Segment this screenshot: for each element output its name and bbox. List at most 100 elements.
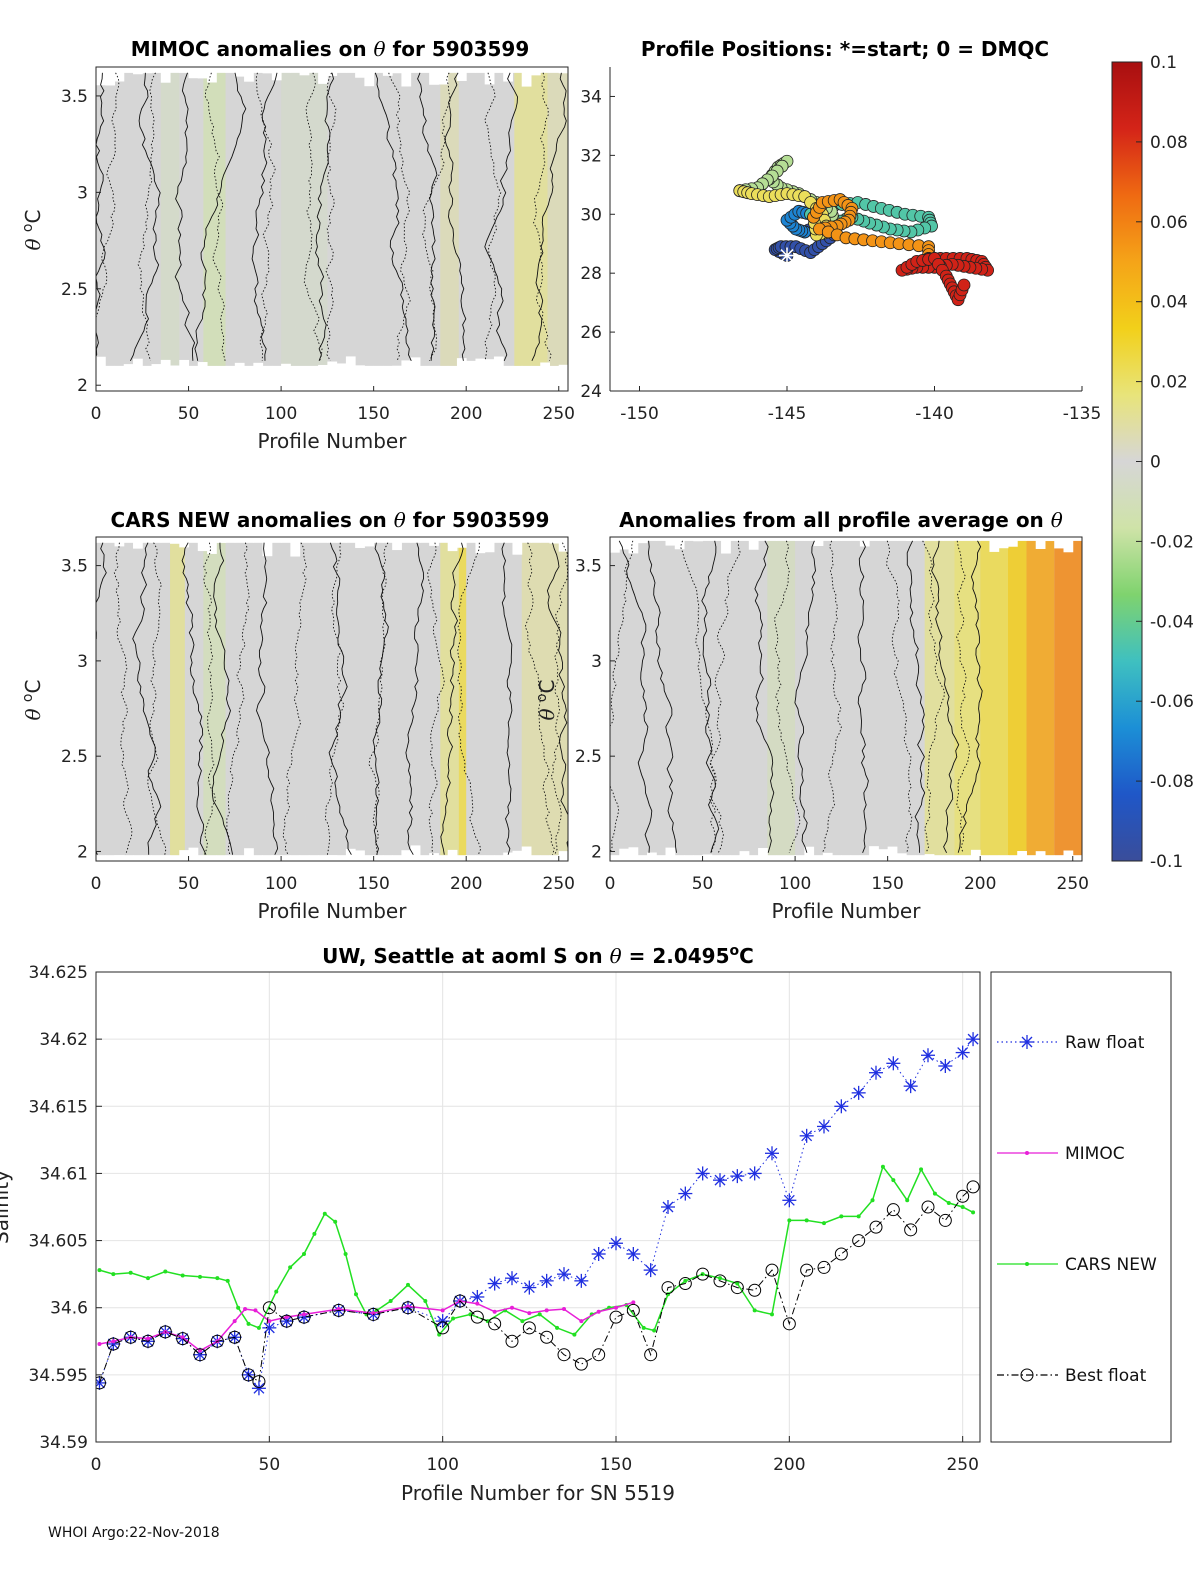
heatmap-contour	[422, 72, 451, 362]
heatmap-edge	[1035, 537, 1046, 549]
y-tick-label: 3.5	[61, 87, 88, 107]
heatmap-edge	[656, 855, 667, 861]
series-marker	[505, 1334, 519, 1348]
series-marker	[475, 1301, 480, 1306]
allprof-xlabel: Profile Number	[772, 899, 922, 923]
heatmap-edge	[327, 361, 338, 391]
y-tick-label: 34.625	[29, 963, 88, 983]
heatmap-edge	[419, 855, 430, 861]
series-marker	[505, 1271, 519, 1286]
x-tick-label: 0	[91, 874, 102, 894]
heatmap-edge	[373, 855, 384, 861]
series-marker	[180, 1273, 185, 1278]
series-marker	[652, 1328, 657, 1333]
heatmap-edge	[290, 855, 301, 861]
heatmap-edge	[456, 358, 467, 391]
series-marker-stroke	[749, 1167, 761, 1179]
series-marker	[609, 1310, 623, 1324]
heatmap-edge	[493, 67, 504, 73]
x-tick-label: 150	[600, 1455, 632, 1475]
heatmap-contour	[701, 540, 720, 853]
series-marker	[971, 1210, 976, 1215]
series-marker-stroke	[905, 1080, 917, 1092]
series-marker	[401, 1301, 415, 1315]
heatmap-edge	[512, 365, 523, 391]
heatmap-edge	[336, 537, 347, 543]
series-marker-stroke	[853, 1087, 865, 1099]
heatmap-edge	[234, 362, 245, 391]
heatmap-edge	[530, 855, 541, 861]
series-marker-stroke	[835, 1100, 847, 1112]
heatmap-edge	[684, 537, 694, 541]
series-marker	[470, 1310, 484, 1324]
x-tick-label: 200	[450, 404, 482, 424]
colorbar-tick-label: -0.08	[1150, 772, 1194, 792]
heatmap-contour	[821, 540, 842, 854]
y-tick-label: 2.5	[575, 747, 602, 767]
heatmap-edge	[447, 537, 458, 552]
heatmap-edge	[392, 365, 402, 391]
series-marker	[522, 1280, 537, 1295]
heatmap-edge	[859, 537, 870, 547]
heatmap-contour	[444, 72, 467, 361]
heatmap-edge	[207, 365, 217, 391]
series-marker	[111, 1339, 116, 1344]
series-marker	[966, 1032, 980, 1047]
panel-mimoc: MIMOC anomalies on θ for 5903599 0 50 100 1…	[20, 37, 575, 453]
series-marker	[539, 1273, 554, 1288]
heatmap-contour	[794, 540, 816, 853]
heatmap-edge	[123, 67, 134, 73]
heatmap-edge	[290, 67, 301, 73]
heatmap-edge	[188, 365, 199, 391]
heatmap-edge	[429, 67, 439, 85]
heatmap-contour	[957, 540, 983, 853]
heatmap-edge	[748, 537, 759, 550]
series-marker	[343, 1252, 348, 1256]
heatmap-edge	[96, 537, 106, 543]
mimoc-ticks: 0 50 100 150 200 250 2 2.5 3 3.5	[61, 87, 575, 424]
heatmap-contour	[754, 540, 775, 853]
heatmap-edge	[484, 855, 495, 861]
heatmap-edge	[1017, 851, 1027, 861]
series-marker	[851, 1085, 866, 1100]
series-marker	[919, 1167, 924, 1172]
heatmap-edge	[493, 537, 504, 543]
heatmap-edge	[170, 855, 180, 861]
heatmap-edge	[952, 855, 963, 861]
heatmap-edge	[739, 851, 750, 861]
salinity-xlabel: Profile Number for SN 5519	[401, 1481, 675, 1505]
positions-background	[610, 67, 1082, 391]
heatmap-contour	[773, 540, 801, 853]
heatmap-contour	[531, 72, 567, 361]
series-marker-stroke	[887, 1057, 899, 1069]
heatmap-edge	[216, 365, 227, 391]
heatmap-edge	[373, 365, 384, 391]
series-marker	[141, 1334, 155, 1348]
heatmap-contour	[96, 72, 120, 319]
heatmap-contour	[405, 542, 424, 855]
heatmap-edge	[456, 67, 467, 81]
heatmap-edge	[896, 537, 907, 541]
heatmap-edge	[475, 537, 486, 554]
allprof-ylabel: θ oC	[534, 680, 559, 721]
cars-heatmap	[96, 537, 568, 861]
heatmap-band	[767, 540, 796, 856]
series-mimoc	[97, 1299, 636, 1353]
heatmap-edge	[207, 67, 217, 83]
x-tick-label: 200	[773, 1455, 805, 1475]
series-marker	[406, 1304, 410, 1309]
heatmap-edge	[466, 537, 476, 543]
heatmap-edge	[318, 67, 328, 84]
x-tick-label: 250	[543, 874, 575, 894]
series-marker	[284, 1315, 289, 1320]
series-marker	[262, 1320, 277, 1335]
heatmap-band	[954, 540, 981, 856]
heatmap-edge	[271, 855, 282, 861]
heatmap-edge	[869, 846, 879, 861]
heatmap-edge	[336, 855, 347, 861]
heatmap-band	[924, 540, 955, 856]
x-tick-label: 250	[946, 1455, 978, 1475]
heatmap-contour	[174, 72, 196, 361]
heatmap-edge	[355, 537, 365, 548]
heatmap-edge	[970, 537, 981, 541]
